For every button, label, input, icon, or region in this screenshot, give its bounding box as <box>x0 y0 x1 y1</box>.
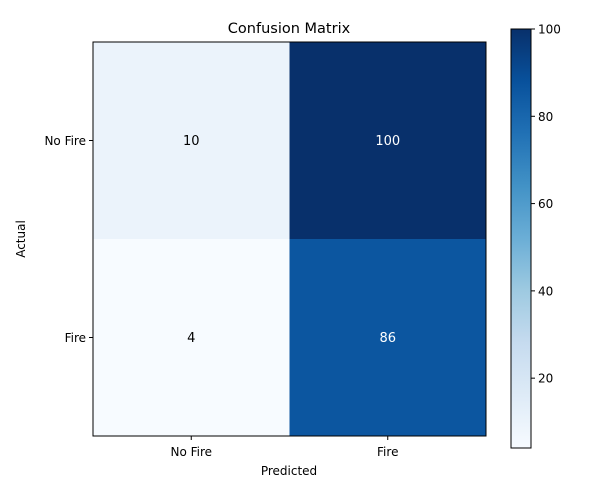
colorbar-ticks: 20 40 60 80 100 <box>531 23 561 386</box>
x-tick-label: Fire <box>377 445 398 459</box>
heatmap-cell-labels: 10 100 4 86 <box>183 134 400 346</box>
heatmap-cell <box>93 239 290 437</box>
cell-value-label: 4 <box>187 331 195 346</box>
colorbar <box>510 28 532 449</box>
colorbar-tick-label: 60 <box>538 197 553 211</box>
heatmap-cell <box>289 239 487 437</box>
y-tick-label: No Fire <box>44 134 86 148</box>
cell-value-label: 86 <box>379 331 396 346</box>
colorbar-tick-label: 80 <box>538 110 553 124</box>
x-tick-label: No Fire <box>170 445 212 459</box>
heatmap-cell <box>289 42 487 240</box>
colorbar-tick-label: 100 <box>538 23 561 37</box>
colorbar-tick-label: 40 <box>538 284 553 298</box>
y-tick-label: Fire <box>65 331 86 345</box>
plot-frame <box>92 41 487 437</box>
chart-title: Confusion Matrix <box>228 21 351 37</box>
heatmap-cell <box>93 42 290 240</box>
y-axis-label: Actual <box>14 220 28 258</box>
x-axis-ticks: No Fire Fire <box>170 436 398 459</box>
colorbar-tick-label: 20 <box>538 372 553 386</box>
cell-value-label: 100 <box>375 134 400 149</box>
y-axis-ticks: No Fire Fire <box>44 134 93 345</box>
x-axis-label: Predicted <box>261 464 317 478</box>
cell-value-label: 10 <box>183 134 200 149</box>
heatmap-cells <box>93 42 487 437</box>
